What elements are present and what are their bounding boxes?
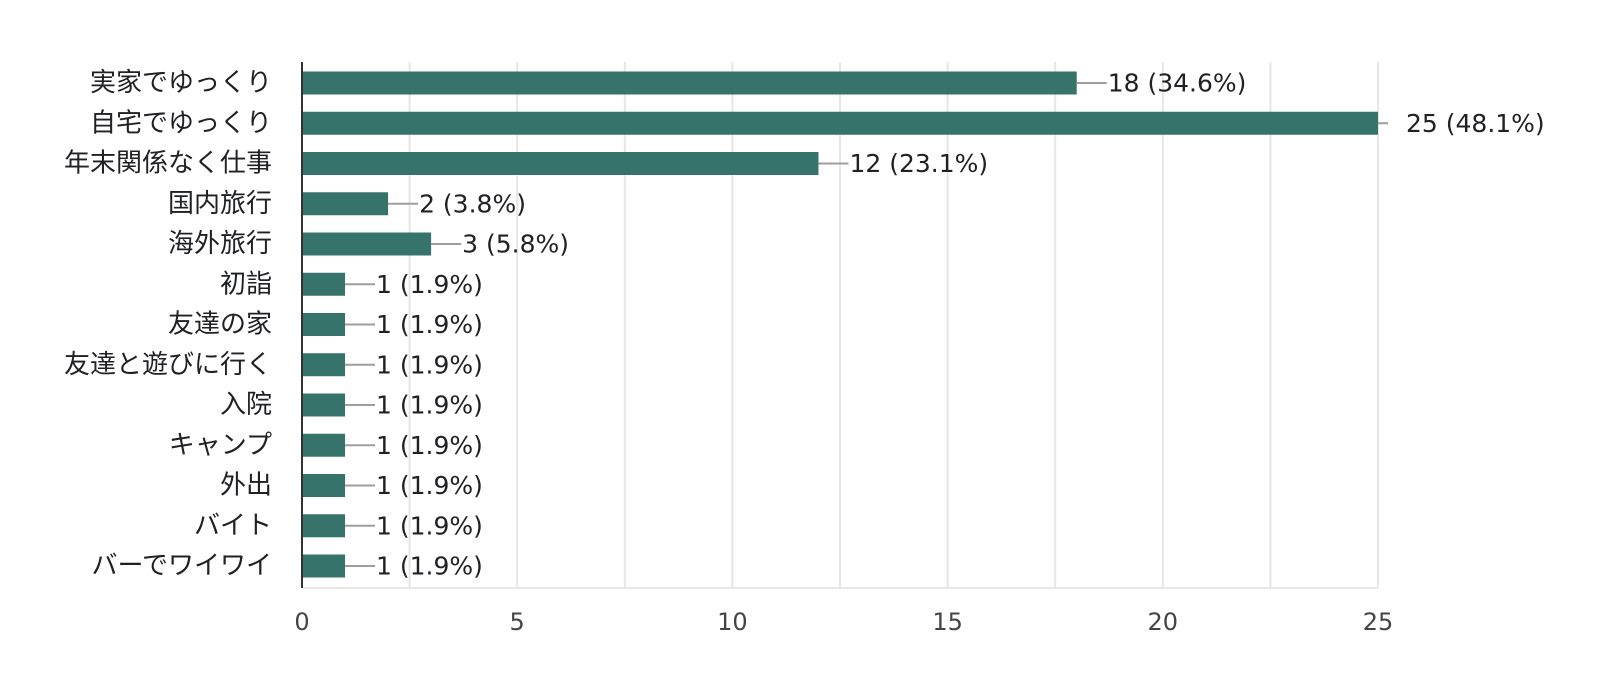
- category-label: 年末関係なく仕事: [64, 149, 272, 179]
- category-label: キャンプ: [169, 430, 272, 460]
- data-label: 1 (1.9%): [376, 391, 483, 420]
- x-tick-label: 10: [717, 608, 748, 636]
- data-label: 25 (48.1%): [1406, 109, 1545, 138]
- category-label: 自宅でゆっくり: [90, 108, 272, 138]
- bar: [302, 152, 819, 175]
- x-tick-label: 20: [1148, 608, 1179, 636]
- x-tick-labels: 0 5 10 15 20 25: [294, 608, 1393, 636]
- category-label: 初詣: [220, 269, 272, 299]
- category-label: 友達と遊びに行く: [64, 350, 272, 380]
- data-label: 1 (1.9%): [376, 350, 483, 379]
- category-label: 友達の家: [168, 310, 272, 340]
- bar: [302, 353, 346, 377]
- bar: [302, 393, 346, 417]
- category-label: 海外旅行: [168, 229, 272, 259]
- data-label: 1 (1.9%): [376, 431, 483, 460]
- data-label: 2 (3.8%): [419, 189, 526, 218]
- x-tick-label: 5: [510, 608, 525, 636]
- category-label: 入院: [220, 390, 272, 420]
- bar: [302, 232, 432, 256]
- bar: [302, 71, 1077, 95]
- x-tick-label: 25: [1363, 608, 1394, 636]
- bar: [302, 272, 346, 296]
- category-labels: 実家でゆっくり自宅でゆっくり年末関係なく仕事国内旅行海外旅行初詣友達の家友達と遊…: [64, 68, 272, 581]
- data-label: 12 (23.1%): [849, 149, 988, 178]
- bar: [302, 554, 346, 578]
- data-label: 18 (34.6%): [1108, 69, 1247, 98]
- category-label: バーでワイワイ: [92, 551, 272, 581]
- x-tick-label: 0: [294, 608, 309, 636]
- data-label: 1 (1.9%): [376, 270, 483, 299]
- data-labels: 18 (34.6%) 25 (48.1%) 12 (23.1%) 2 (3.8%) 3 …: [376, 69, 1545, 581]
- data-label: 1 (1.9%): [376, 511, 483, 540]
- category-label: 実家でゆっくり: [90, 68, 272, 98]
- x-tick-label: 15: [932, 608, 963, 636]
- bar: [302, 313, 346, 336]
- data-label: 1 (1.9%): [376, 471, 483, 500]
- data-label: 1 (1.9%): [376, 552, 483, 581]
- category-label: 外出: [220, 471, 272, 501]
- data-label: 3 (5.8%): [462, 230, 569, 259]
- data-label: 1 (1.9%): [376, 310, 483, 339]
- category-label: バイト: [194, 511, 272, 541]
- grid-layer: [302, 62, 1379, 589]
- bar: [302, 111, 1378, 135]
- category-label: 国内旅行: [168, 189, 272, 219]
- leader-lines: [345, 82, 1388, 567]
- bar: [302, 514, 346, 538]
- bars-layer: [302, 71, 1378, 578]
- bar: [302, 433, 346, 457]
- bar: [302, 474, 346, 497]
- bar: [302, 192, 389, 216]
